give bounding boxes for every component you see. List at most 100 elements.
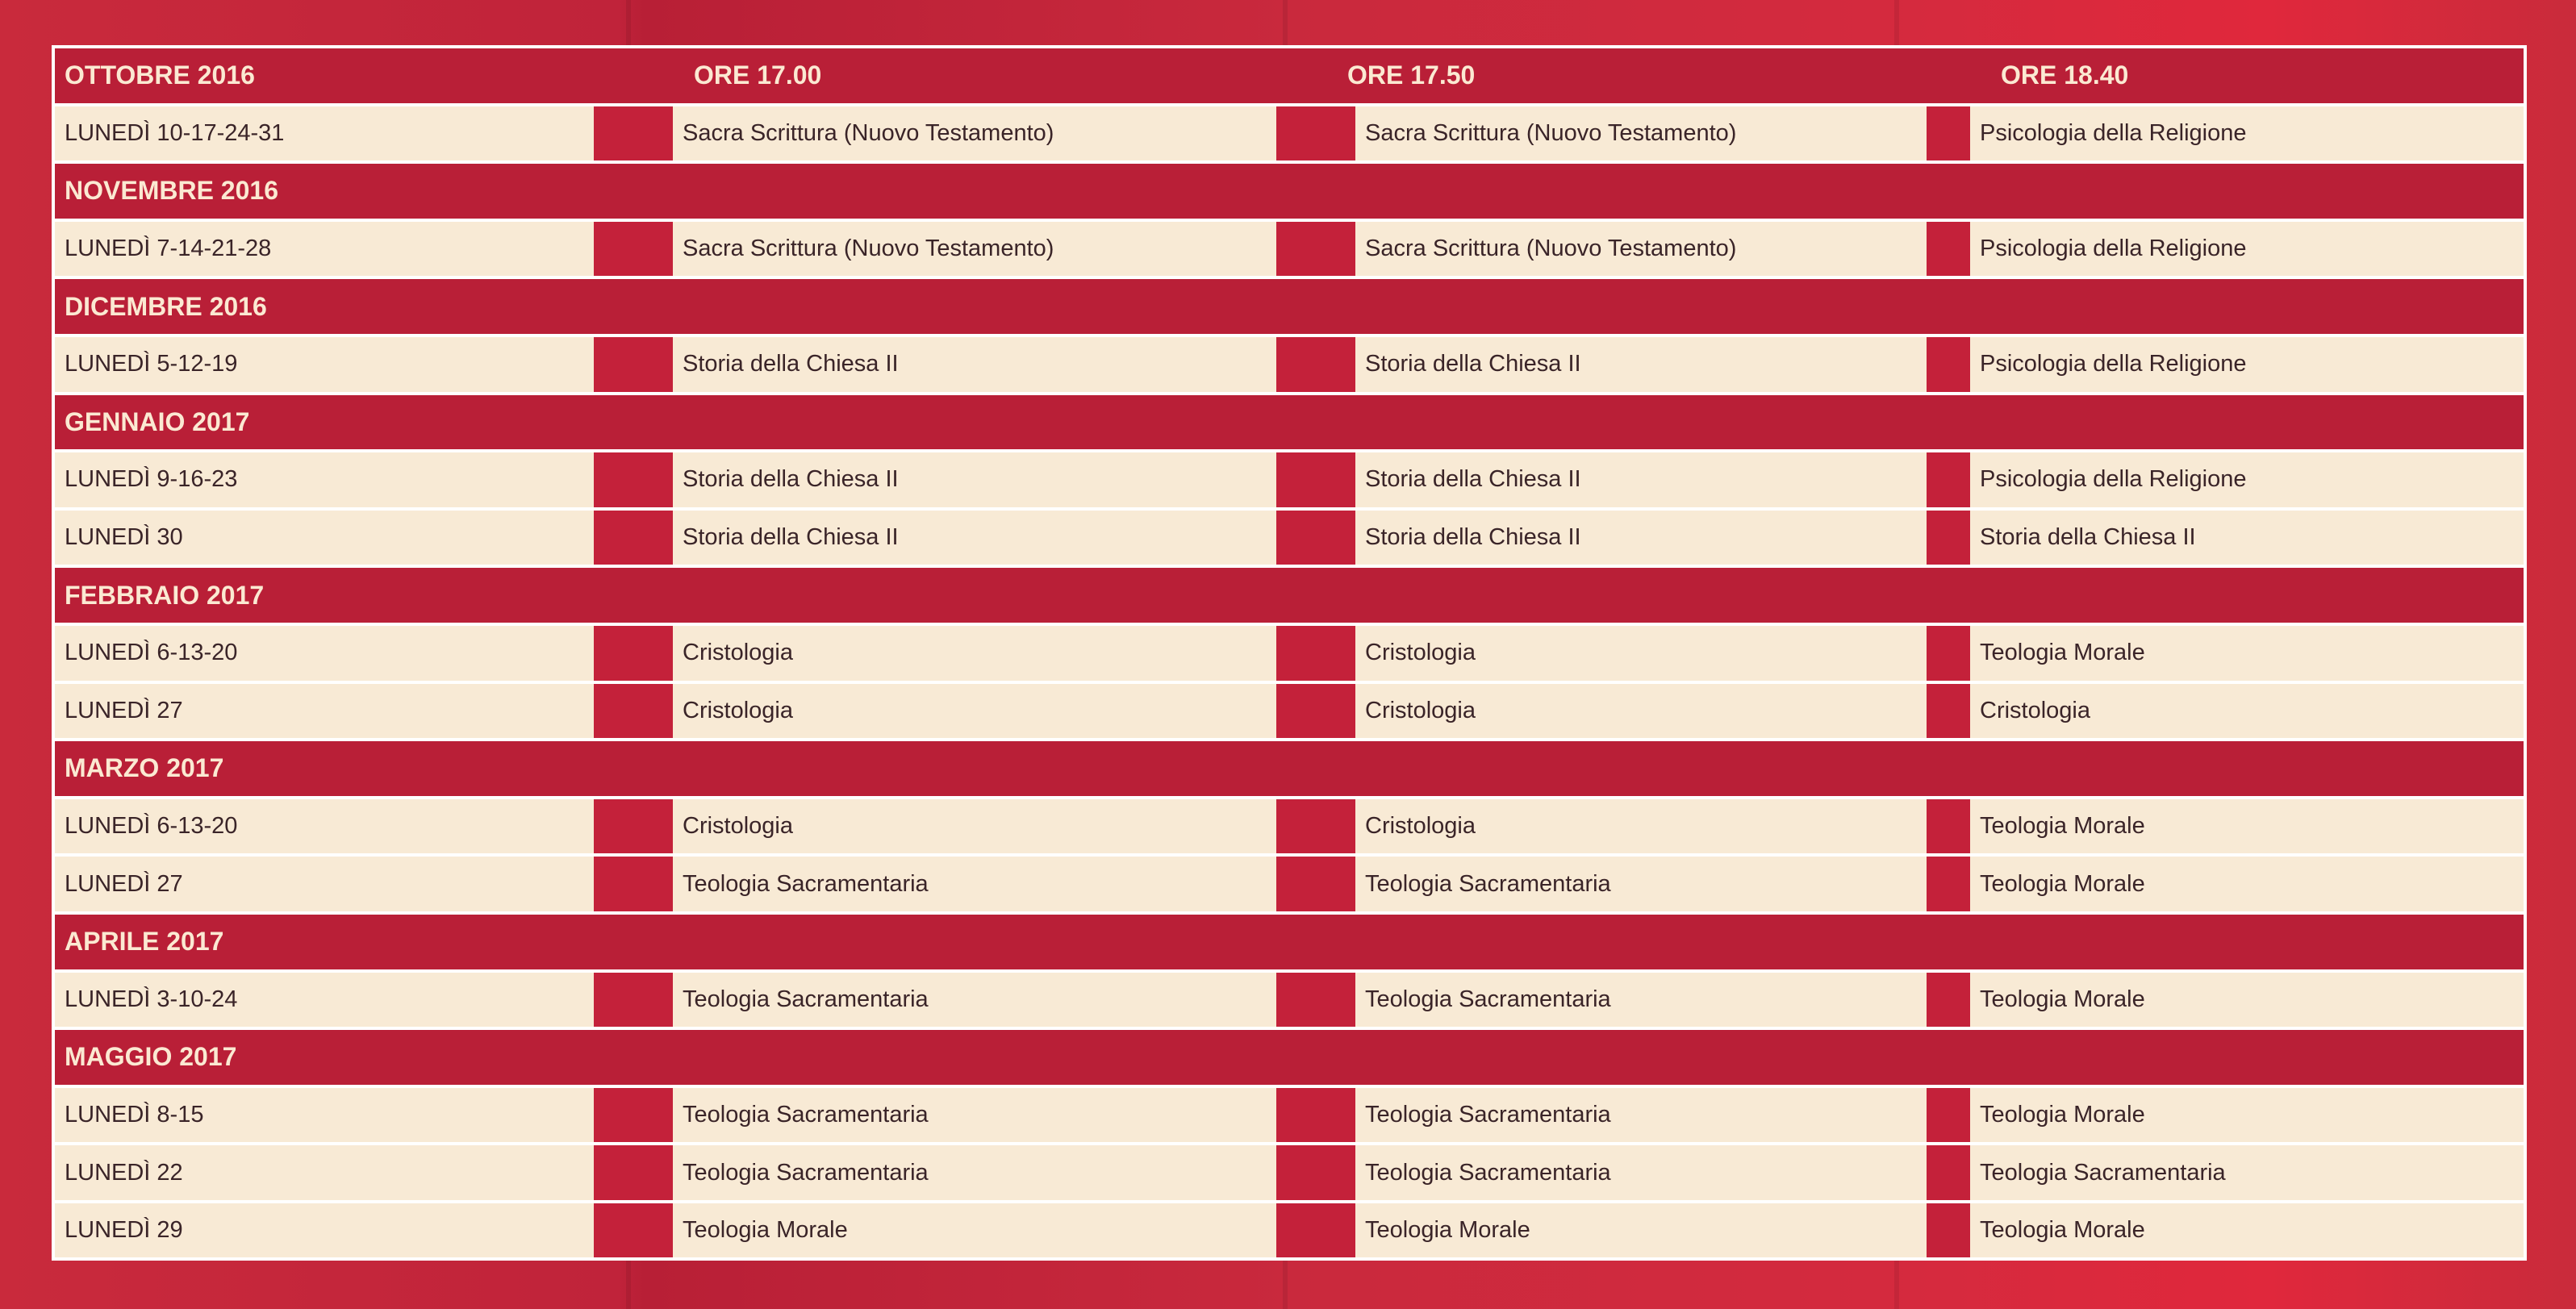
color-marker [1276,798,1355,854]
table-row: LUNEDÌ 8-15 Teologia Sacramentaria Teologi… [55,1087,2524,1143]
course-cell: Storia della Chiesa II [1355,510,1927,565]
date-cell: LUNEDÌ 9-16-23 [55,452,594,507]
color-marker [594,336,673,392]
color-marker [1927,221,1970,277]
course-cell: Psicologia della Religione [1970,452,2524,507]
course-cell: Storia della Chiesa II [1970,510,2524,565]
color-marker [1927,1203,1970,1258]
date-cell: LUNEDÌ 6-13-20 [55,625,594,681]
course-cell: Teologia Sacramentaria [1355,857,1927,911]
course-cell: Storia della Chiesa II [673,510,1276,565]
month-row: GENNAIO 2017 [55,394,2524,450]
course-cell: Sacra Scrittura (Nuovo Testamento) [673,106,1276,161]
month-row: MARZO 2017 [55,741,2524,796]
color-marker [1927,452,1970,507]
color-marker [1927,336,1970,392]
course-cell: Teologia Sacramentaria [1355,1145,1927,1200]
course-cell: Sacra Scrittura (Nuovo Testamento) [1355,106,1927,161]
course-cell: Psicologia della Religione [1970,221,2524,277]
color-marker [594,972,673,1028]
course-cell: Cristologia [673,798,1276,854]
course-cell: Teologia Sacramentaria [673,857,1276,911]
course-cell: Storia della Chiesa II [673,336,1276,392]
course-cell: Teologia Sacramentaria [1970,1145,2524,1200]
table-row: LUNEDÌ 22 Teologia Sacramentaria Teologia … [55,1145,2524,1200]
color-marker [1927,1145,1970,1200]
course-cell: Sacra Scrittura (Nuovo Testamento) [673,221,1276,277]
course-cell: Teologia Morale [1355,1203,1927,1258]
color-marker [594,221,673,277]
date-cell: LUNEDÌ 8-15 [55,1087,594,1143]
color-marker [1276,221,1355,277]
color-marker [1927,106,1970,161]
date-cell: LUNEDÌ 29 [55,1203,594,1258]
course-cell: Storia della Chiesa II [1355,336,1927,392]
table-row: LUNEDÌ 6-13-20 Cristologia Cristologia Teol… [55,625,2524,681]
table-row: LUNEDÌ 30 Storia della Chiesa II Storia de… [55,510,2524,565]
date-cell: LUNEDÌ 22 [55,1145,594,1200]
color-marker [1276,857,1355,911]
color-marker [1276,1087,1355,1143]
month-label: DICEMBRE 2016 [65,291,267,321]
course-cell: Teologia Sacramentaria [673,972,1276,1028]
color-marker [1276,972,1355,1028]
color-marker [594,1203,673,1258]
course-cell: Cristologia [673,625,1276,681]
month-label: OTTOBRE 2016 [65,60,255,90]
course-cell: Cristologia [1355,625,1927,681]
course-cell: Teologia Morale [1970,625,2524,681]
course-cell: Teologia Morale [1970,1203,2524,1258]
table-row: LUNEDÌ 9-16-23 Storia della Chiesa II Stor… [55,452,2524,507]
course-cell: Teologia Sacramentaria [1355,972,1927,1028]
date-cell: LUNEDÌ 27 [55,683,594,739]
color-marker [594,1087,673,1143]
month-label: GENNAIO 2017 [65,406,250,436]
color-marker [1276,106,1355,161]
month-label: APRILE 2017 [65,927,224,957]
header-row: OTTOBRE 2016 ORE 17.00 ORE 17.50 ORE 18.40 [55,48,2524,103]
color-marker [594,510,673,565]
schedule-table: OTTOBRE 2016 ORE 17.00 ORE 17.50 ORE 18.40 L… [52,45,2527,1261]
month-row: MAGGIO 2017 [55,1030,2524,1085]
color-marker [594,106,673,161]
table-row: LUNEDÌ 7-14-21-28 Sacra Scrittura (Nuovo … [55,221,2524,277]
month-label: NOVEMBRE 2016 [65,176,278,206]
month-row: APRILE 2017 [55,914,2524,969]
date-cell: LUNEDÌ 7-14-21-28 [55,221,594,277]
color-marker [594,857,673,911]
course-cell: Psicologia della Religione [1970,336,2524,392]
time-header: ORE 17.00 [694,60,822,90]
table-row: LUNEDÌ 27 Teologia Sacramentaria Teologia … [55,857,2524,911]
month-row: DICEMBRE 2016 [55,279,2524,334]
color-marker [1276,625,1355,681]
color-marker [1276,510,1355,565]
course-cell: Teologia Sacramentaria [1355,1087,1927,1143]
color-marker [594,452,673,507]
color-marker [594,798,673,854]
course-cell: Teologia Morale [1970,1087,2524,1143]
table-row: LUNEDÌ 27 Cristologia Cristologia Cristolog… [55,683,2524,739]
color-marker [1276,683,1355,739]
course-cell: Teologia Sacramentaria [673,1087,1276,1143]
course-cell: Cristologia [673,683,1276,739]
color-marker [594,683,673,739]
date-cell: LUNEDÌ 3-10-24 [55,972,594,1028]
color-marker [1927,510,1970,565]
color-marker [1927,972,1970,1028]
date-cell: LUNEDÌ 30 [55,510,594,565]
table-row: LUNEDÌ 3-10-24 Teologia Sacramentaria Teol… [55,972,2524,1028]
month-label: FEBBRAIO 2017 [65,580,265,610]
time-header: ORE 17.50 [1347,60,1476,90]
course-cell: Storia della Chiesa II [1355,452,1927,507]
date-cell: LUNEDÌ 5-12-19 [55,336,594,392]
course-cell: Teologia Morale [1970,972,2524,1028]
color-marker [1276,1145,1355,1200]
date-cell: LUNEDÌ 6-13-20 [55,798,594,854]
table-row: LUNEDÌ 10-17-24-31 Sacra Scrittura (Nuovo… [55,106,2524,161]
color-marker [1927,625,1970,681]
color-marker [1276,1203,1355,1258]
month-row: FEBBRAIO 2017 [55,568,2524,623]
course-cell: Teologia Sacramentaria [673,1145,1276,1200]
table-row: LUNEDÌ 5-12-19 Storia della Chiesa II Stor… [55,336,2524,392]
month-label: MAGGIO 2017 [65,1042,237,1072]
